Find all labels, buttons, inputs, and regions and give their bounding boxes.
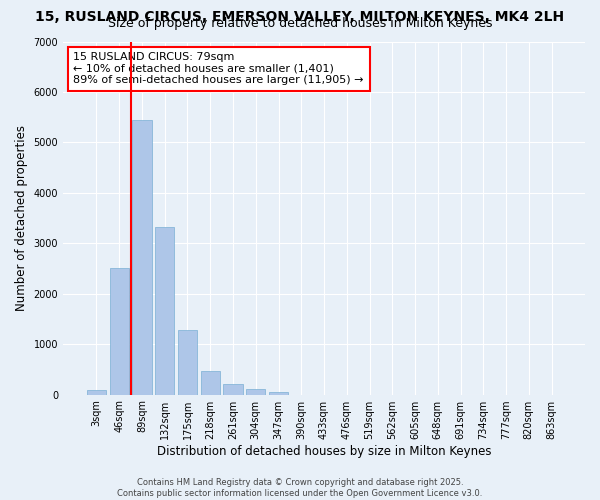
Text: 15, RUSLAND CIRCUS, EMERSON VALLEY, MILTON KEYNES, MK4 2LH: 15, RUSLAND CIRCUS, EMERSON VALLEY, MILT… bbox=[35, 10, 565, 24]
Bar bbox=[178, 330, 197, 394]
Text: Size of property relative to detached houses in Milton Keynes: Size of property relative to detached ho… bbox=[108, 18, 492, 30]
Bar bbox=[132, 120, 152, 394]
Bar bbox=[269, 392, 288, 394]
Bar bbox=[155, 227, 175, 394]
X-axis label: Distribution of detached houses by size in Milton Keynes: Distribution of detached houses by size … bbox=[157, 444, 491, 458]
Bar bbox=[246, 390, 265, 394]
Bar bbox=[110, 268, 129, 394]
Bar bbox=[200, 372, 220, 394]
Bar bbox=[223, 384, 242, 394]
Bar bbox=[87, 390, 106, 394]
Text: 15 RUSLAND CIRCUS: 79sqm
← 10% of detached houses are smaller (1,401)
89% of sem: 15 RUSLAND CIRCUS: 79sqm ← 10% of detach… bbox=[73, 52, 364, 86]
Y-axis label: Number of detached properties: Number of detached properties bbox=[15, 125, 28, 311]
Text: Contains HM Land Registry data © Crown copyright and database right 2025.
Contai: Contains HM Land Registry data © Crown c… bbox=[118, 478, 482, 498]
